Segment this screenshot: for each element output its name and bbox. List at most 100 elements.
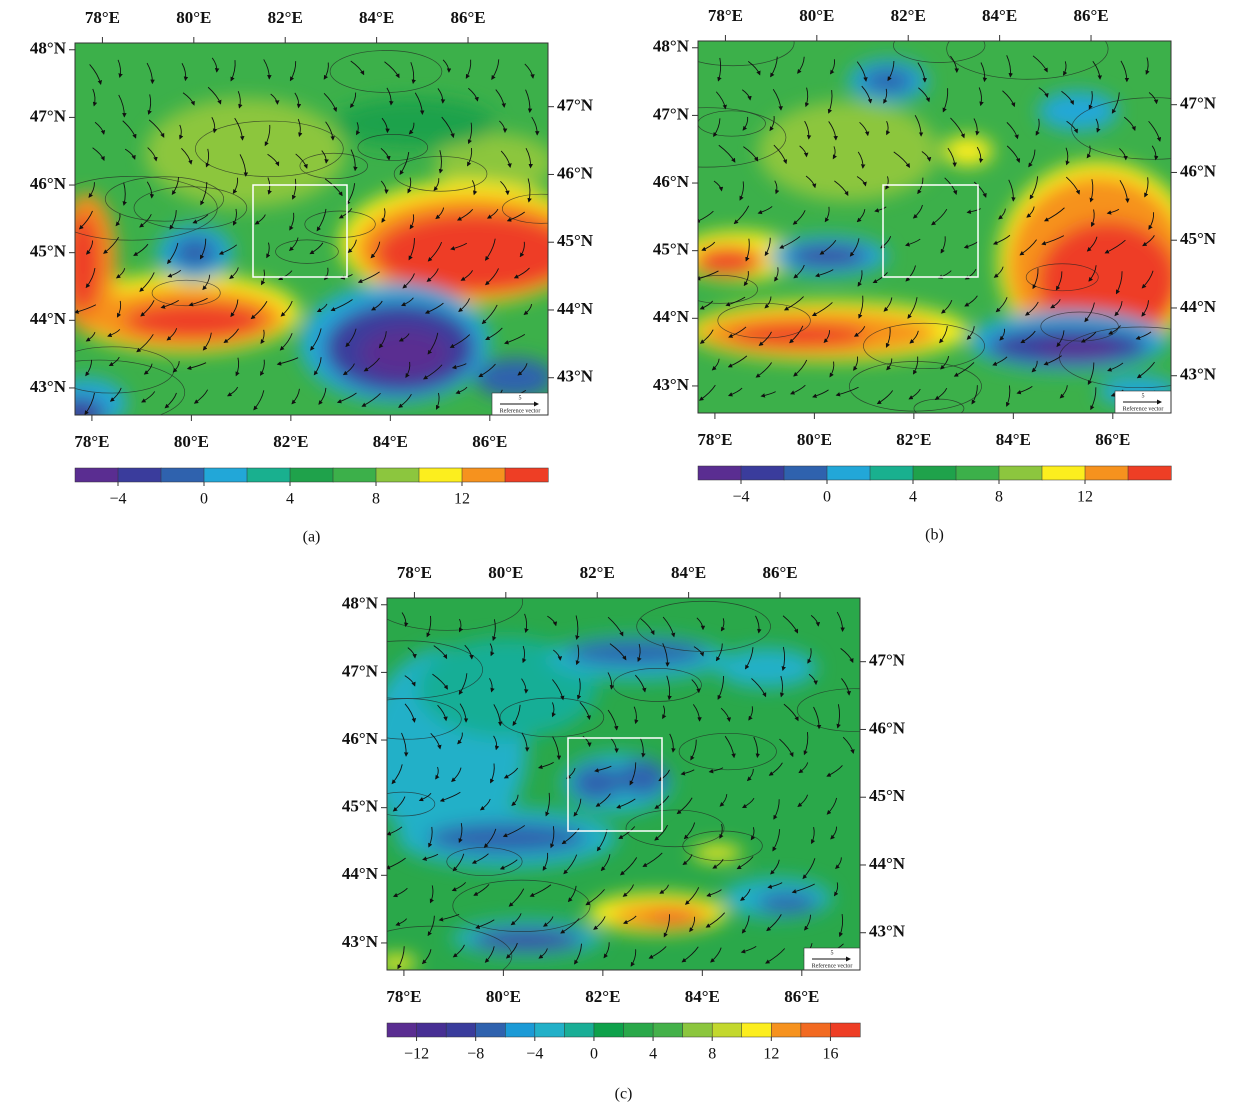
colorbar-cell (800, 1022, 831, 1038)
streamline (1019, 239, 1037, 256)
streamline (999, 328, 1006, 341)
colorbar-cell (74, 467, 119, 483)
streamline (401, 732, 409, 757)
streamline (811, 827, 816, 845)
contour (275, 239, 339, 264)
streamline (438, 913, 460, 922)
streamline (693, 646, 705, 657)
colorbar-cell (203, 467, 248, 483)
map-field (698, 41, 1171, 413)
streamline (357, 271, 380, 284)
streamline (291, 178, 297, 200)
streamline (893, 151, 910, 168)
streamline (409, 214, 415, 230)
colorbar-label: 4 (909, 489, 917, 506)
streamline (560, 918, 580, 934)
shade-blob (943, 136, 993, 166)
streamline (764, 237, 771, 257)
contour (357, 134, 429, 161)
lon-label: 80°E (797, 430, 832, 449)
streamline (950, 55, 960, 73)
streamline (905, 265, 916, 282)
streamline (1089, 179, 1094, 203)
streamline (468, 87, 479, 102)
streamline (802, 858, 816, 880)
streamline (325, 121, 335, 141)
streamline (147, 147, 158, 162)
streamline (350, 149, 358, 172)
streamline (1114, 301, 1123, 317)
streamline (964, 295, 978, 307)
streamline (495, 89, 506, 108)
lat-label: 48°N (30, 39, 67, 58)
streamline (109, 387, 122, 402)
streamline (751, 678, 767, 698)
streamline (1148, 92, 1159, 105)
streamline (712, 858, 724, 869)
contour (329, 50, 443, 93)
lat-label: 44°N (1180, 297, 1217, 316)
lon-label: 82°E (891, 6, 926, 25)
streamline (908, 388, 921, 400)
streamline (505, 942, 518, 959)
streamline (181, 63, 189, 82)
streamline (841, 678, 852, 696)
streamline (807, 648, 812, 664)
streamline (830, 826, 838, 840)
streamline (199, 238, 207, 260)
shade-blob (427, 823, 587, 853)
streamline (229, 267, 239, 279)
shade-blob (335, 98, 495, 148)
streamline (407, 647, 417, 659)
streamline (699, 300, 714, 310)
streamline (577, 678, 582, 700)
streamline (122, 182, 127, 206)
streamline (755, 615, 762, 634)
streamline (166, 328, 178, 341)
streamline (1142, 235, 1155, 247)
streamline (324, 178, 343, 197)
streamline (575, 644, 580, 666)
streamline (582, 735, 592, 748)
streamline (478, 363, 496, 378)
streamline (452, 853, 465, 872)
streamline (521, 678, 529, 694)
streamline (1043, 207, 1065, 222)
contour (1040, 311, 1119, 342)
map-panel: 5 Reference vector 78°E 80°E 82°E 84°E 86°E 78°… (342, 563, 906, 1103)
streamline (753, 736, 761, 759)
streamline (766, 914, 782, 932)
colorbar-cell (117, 467, 162, 483)
streamline (538, 948, 548, 959)
lat-label: 44°N (653, 307, 690, 326)
streamline (772, 829, 781, 852)
streamline (254, 214, 266, 225)
streamline (316, 208, 327, 232)
contour (194, 120, 344, 177)
streamline (1151, 145, 1159, 161)
streamline (1035, 118, 1040, 136)
shade-blob (717, 648, 817, 688)
streamline (953, 362, 975, 377)
streamline (769, 116, 775, 132)
streamline (699, 384, 716, 401)
streamline (772, 89, 783, 111)
lon-label: 82°E (580, 563, 615, 582)
colorbar-cell (869, 465, 914, 481)
lat-label: 47°N (30, 106, 67, 125)
contour (698, 107, 787, 168)
streamline (934, 387, 948, 400)
contour (499, 697, 605, 738)
streamline (146, 181, 155, 199)
lat-label: 47°N (342, 661, 379, 680)
lon-label: 80°E (174, 432, 209, 451)
contour (698, 41, 795, 67)
study-box (567, 737, 663, 832)
streamline (430, 732, 442, 750)
colorbar-cell (246, 467, 291, 483)
shade-blob (758, 101, 938, 201)
streamline (682, 854, 693, 865)
contour (698, 275, 758, 304)
streamline (824, 206, 830, 223)
colorbar-label: 0 (590, 1046, 598, 1063)
